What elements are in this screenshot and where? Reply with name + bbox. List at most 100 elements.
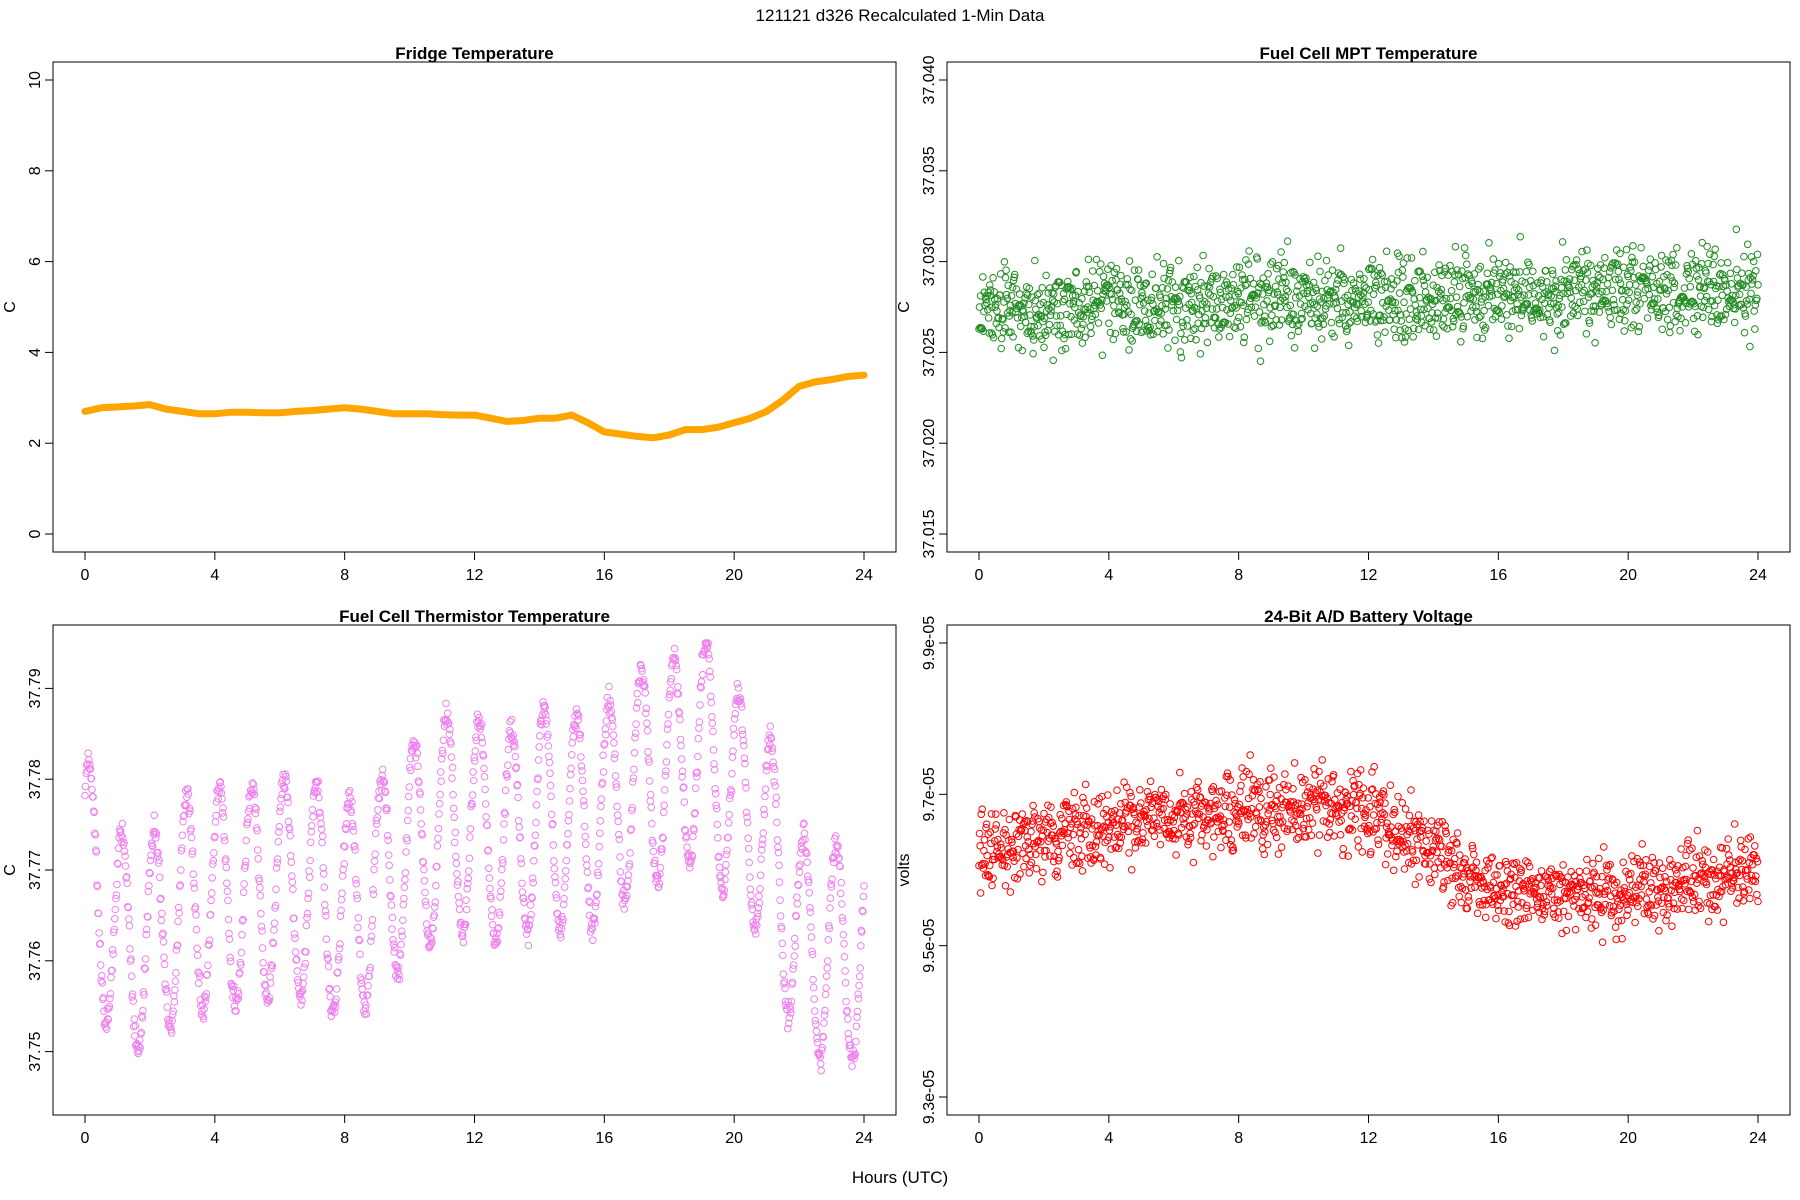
data-point xyxy=(1655,927,1663,935)
data-point xyxy=(1244,794,1253,803)
data-point xyxy=(731,710,740,718)
data-point xyxy=(534,756,543,764)
data-point xyxy=(677,755,686,763)
data-point xyxy=(1746,894,1754,903)
data-point xyxy=(1200,798,1209,806)
data-point xyxy=(713,820,722,829)
data-point xyxy=(1034,321,1042,330)
data-point xyxy=(1300,820,1308,829)
data-point xyxy=(420,877,429,885)
data-point xyxy=(1305,281,1313,289)
data-point xyxy=(770,765,779,774)
data-point xyxy=(1553,896,1561,904)
data-point xyxy=(173,941,182,950)
data-point xyxy=(1467,864,1476,873)
data-point xyxy=(385,861,394,870)
data-point xyxy=(1555,294,1564,303)
data-point xyxy=(406,754,415,763)
data-point xyxy=(1622,245,1631,254)
data-point xyxy=(433,862,441,871)
data-point xyxy=(184,785,192,793)
data-point xyxy=(144,887,153,896)
data-point xyxy=(150,811,159,820)
data-point xyxy=(853,1013,861,1022)
data-point xyxy=(715,863,724,872)
data-point xyxy=(341,843,349,851)
data-point xyxy=(1432,332,1441,341)
x-tick-label: 24 xyxy=(1749,567,1767,584)
data-point xyxy=(810,995,819,1003)
data-point xyxy=(1695,897,1703,906)
data-point xyxy=(1206,799,1214,808)
data-point xyxy=(1614,917,1623,925)
data-point xyxy=(1453,840,1461,848)
data-point xyxy=(1110,302,1118,310)
data-point xyxy=(266,979,275,987)
data-point xyxy=(1702,292,1711,301)
data-point xyxy=(1634,327,1643,336)
data-point xyxy=(567,751,576,759)
data-point xyxy=(1580,286,1588,295)
data-point xyxy=(628,806,636,815)
data-point xyxy=(1008,283,1017,292)
data-point xyxy=(987,810,996,818)
data-point xyxy=(1075,811,1083,820)
data-point xyxy=(551,878,560,887)
data-point xyxy=(1551,287,1559,296)
data-point xyxy=(1488,900,1497,909)
data-point xyxy=(1619,858,1627,867)
data-point xyxy=(1303,802,1311,811)
data-point xyxy=(177,866,185,874)
data-point xyxy=(1676,887,1684,896)
data-point xyxy=(131,1021,140,1030)
data-point xyxy=(1481,323,1490,332)
data-point xyxy=(361,1004,370,1013)
data-point xyxy=(1428,846,1437,855)
data-point xyxy=(1205,264,1213,273)
data-point xyxy=(773,818,781,827)
data-point xyxy=(1609,876,1617,884)
data-point xyxy=(309,813,317,821)
data-point xyxy=(1632,305,1641,313)
data-point xyxy=(1603,280,1612,288)
data-point xyxy=(1171,283,1180,292)
data-point xyxy=(1618,295,1627,304)
data-point xyxy=(1255,803,1264,811)
data-point xyxy=(1549,884,1557,892)
data-point xyxy=(1071,303,1079,312)
data-point xyxy=(1420,305,1428,314)
data-point xyxy=(146,869,154,878)
data-point xyxy=(1001,273,1010,282)
data-point xyxy=(1344,852,1352,860)
data-point xyxy=(1435,818,1443,826)
data-point xyxy=(1062,310,1071,319)
data-point xyxy=(658,845,666,853)
data-point xyxy=(1615,275,1623,284)
data-point xyxy=(1562,256,1571,264)
data-point xyxy=(204,940,213,949)
data-point xyxy=(1112,843,1121,851)
data-point xyxy=(1313,805,1321,814)
data-point xyxy=(1233,317,1241,326)
data-point xyxy=(742,808,751,817)
data-point xyxy=(858,928,866,936)
data-point xyxy=(1210,833,1218,841)
data-point xyxy=(1302,833,1310,841)
data-point xyxy=(630,749,639,757)
data-point xyxy=(580,801,588,810)
data-point xyxy=(1612,935,1620,944)
data-point xyxy=(1296,810,1305,819)
data-point xyxy=(1754,281,1762,289)
data-point xyxy=(313,778,322,787)
data-point xyxy=(1318,287,1326,296)
data-point xyxy=(324,962,333,971)
data-point xyxy=(706,673,715,681)
data-point xyxy=(1198,799,1207,808)
data-point xyxy=(1236,322,1245,331)
data-point xyxy=(1479,287,1488,296)
data-point xyxy=(1571,302,1579,311)
data-point xyxy=(1539,313,1547,321)
data-point xyxy=(790,952,799,960)
data-point xyxy=(430,903,439,911)
data-point xyxy=(416,806,425,814)
